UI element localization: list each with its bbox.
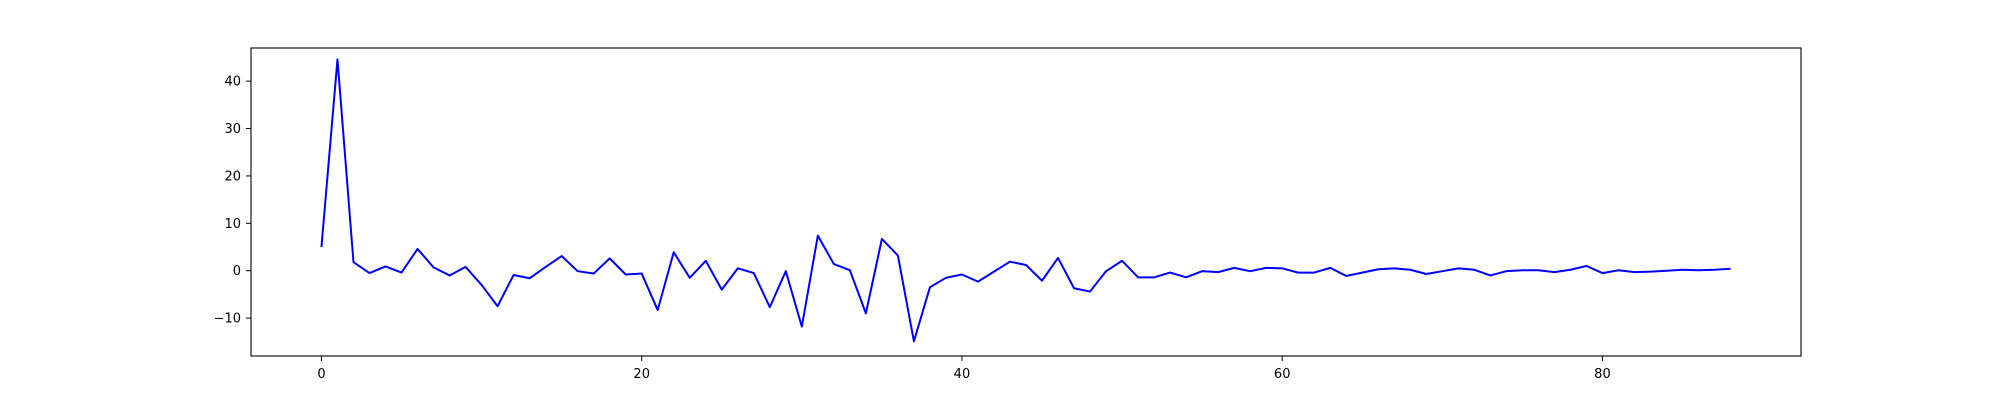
- x-tick-label: 20: [633, 367, 650, 382]
- x-tick-label: 60: [1274, 367, 1291, 382]
- y-axis: −10 0 10 20 30 40: [214, 75, 251, 327]
- y-tick-label: 0: [233, 264, 241, 279]
- x-tick-label: 0: [317, 367, 325, 382]
- series-line: [320, 58, 1731, 343]
- x-tick-label: 80: [1594, 367, 1611, 382]
- y-tick-label: 40: [224, 75, 241, 90]
- y-tick-label: 20: [224, 169, 241, 184]
- y-tick-label: 10: [224, 217, 241, 232]
- x-axis: 0 20 40 60 80: [317, 356, 1611, 382]
- y-tick-label: 30: [224, 122, 241, 137]
- series-layer: [320, 58, 1731, 343]
- plot-area-border: [250, 47, 1802, 357]
- y-tick-label: −10: [214, 312, 241, 327]
- x-tick-label: 40: [954, 367, 971, 382]
